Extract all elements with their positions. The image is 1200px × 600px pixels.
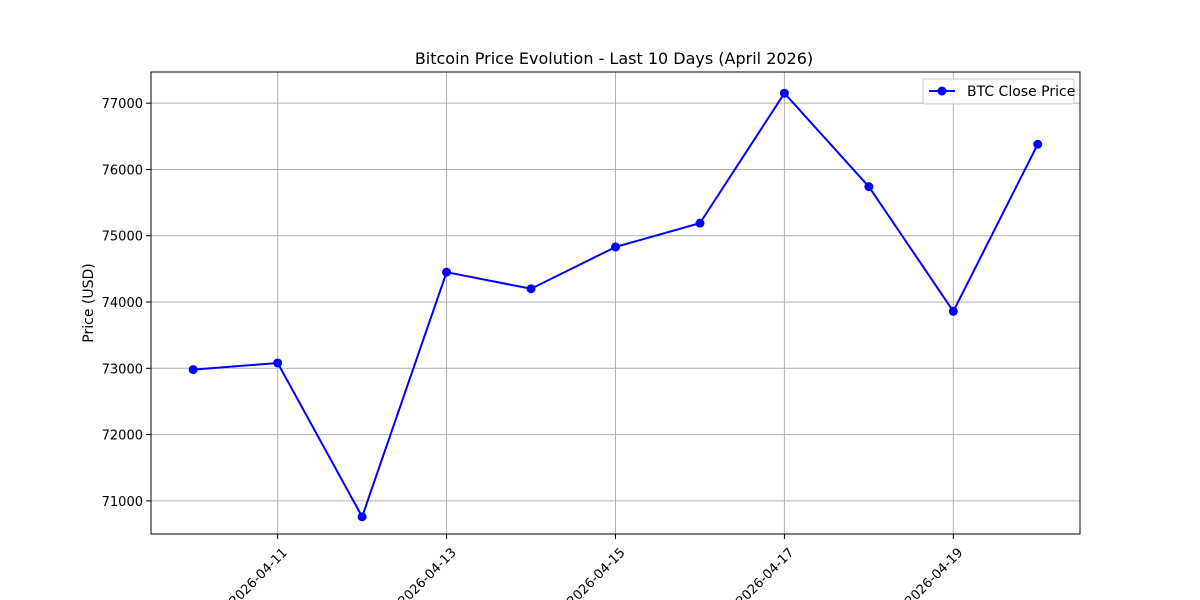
data-point [1033,139,1043,149]
data-point [864,182,874,192]
data-point [695,218,705,228]
data-point [779,88,789,98]
x-tick-label: 2026-04-19 [902,545,966,600]
legend: BTC Close Price [922,78,1075,105]
data-point [273,358,283,368]
x-tick-label: 2026-04-15 [565,545,629,600]
y-tick-label: 73000 [102,362,143,377]
legend-label: BTC Close Price [967,84,1075,100]
y-axis-title: Price (USD) [81,263,97,342]
series-layer [188,88,1043,522]
data-point [188,365,198,375]
x-tick-label: 2026-04-13 [396,545,460,600]
y-tick-label: 77000 [102,97,143,112]
y-tick-label: 74000 [102,296,143,311]
chart-title: Bitcoin Price Evolution - Last 10 Days (… [415,49,813,68]
data-point [442,267,452,277]
data-point [611,242,620,252]
x-tick-label: 2026-04-17 [733,545,797,600]
data-point [526,284,536,294]
legend-box [922,78,1075,105]
legend-marker-swatch [937,86,947,96]
x-tick-label: 2026-04-11 [227,545,291,600]
y-tick-label: 76000 [102,163,143,178]
y-axis: 71000 72000 73000 74000 75000 76000 77000 [102,97,151,510]
x-axis: 2026-04-11 2026-04-13 2026-04-15 2026-04-17… [227,534,966,600]
y-tick-label: 72000 [102,429,143,444]
y-tick-label: 75000 [102,230,143,245]
data-point [357,512,367,522]
grid [151,72,1080,534]
data-point [948,306,958,316]
y-tick-label: 71000 [102,495,143,510]
